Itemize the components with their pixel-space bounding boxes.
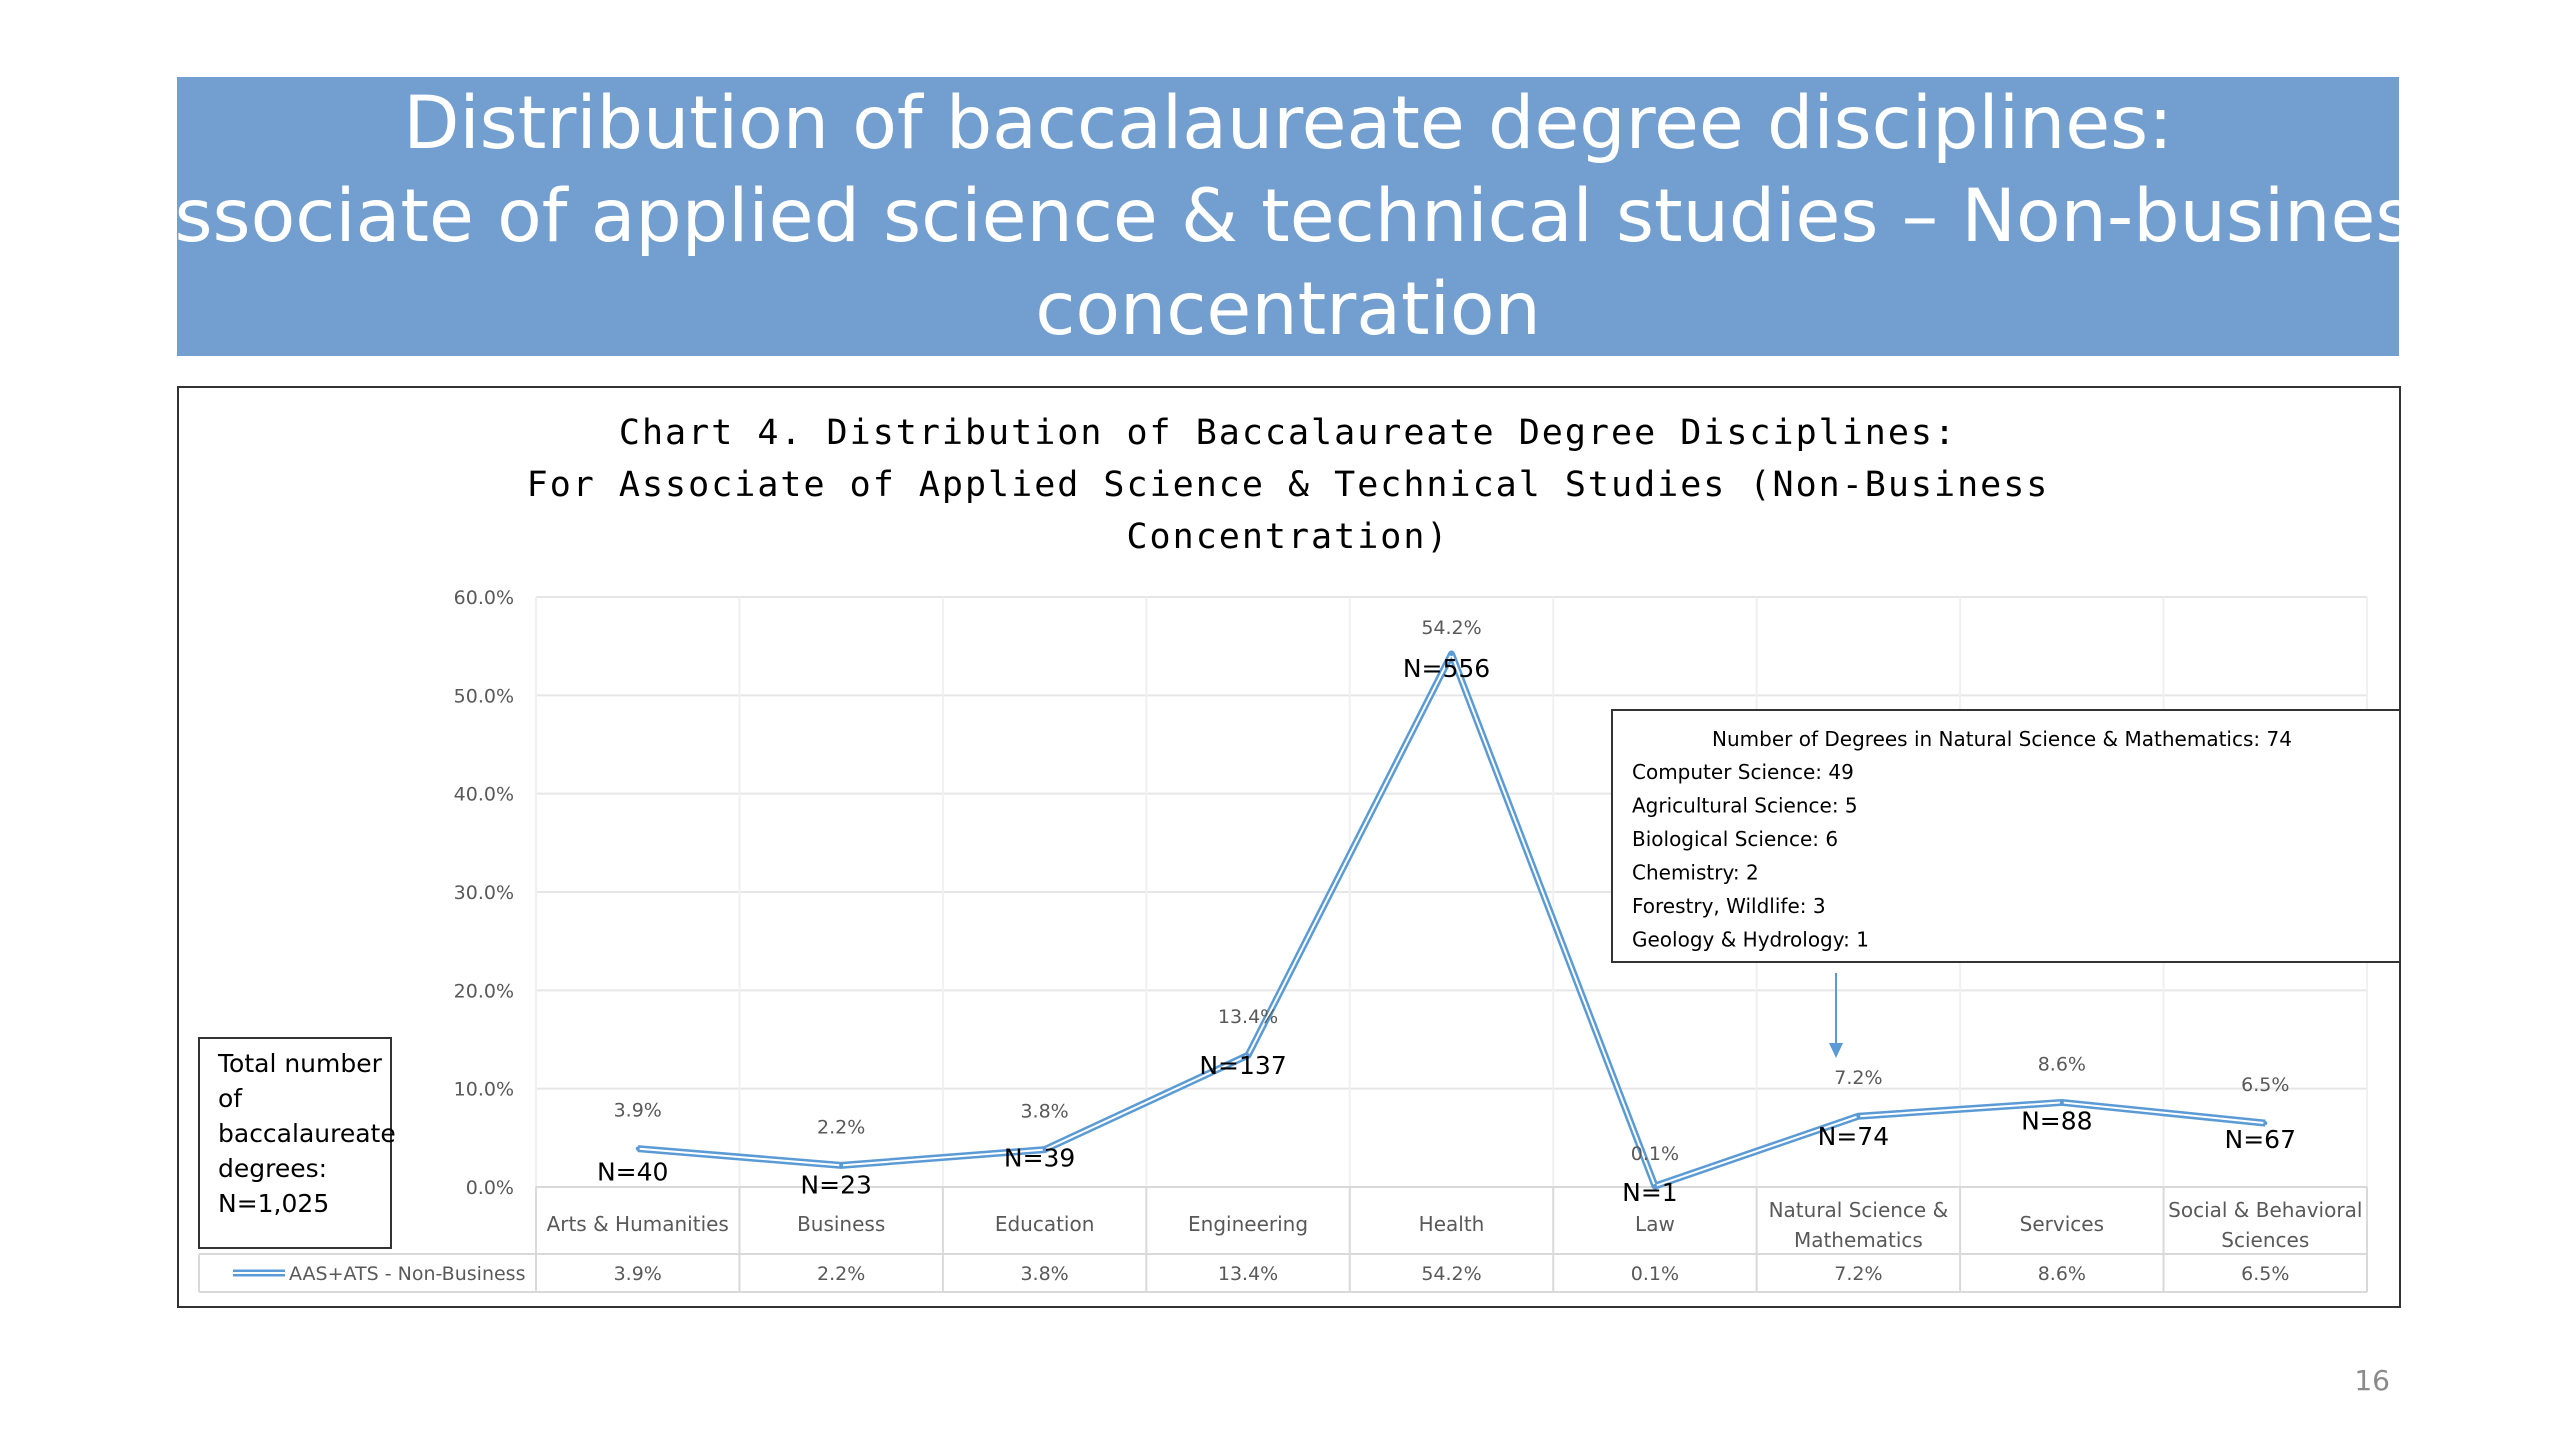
table-value-cell: 54.2%	[1421, 1263, 1481, 1285]
data-point	[1449, 652, 1454, 657]
data-count-label: N=67	[2225, 1125, 2296, 1154]
total-degrees-line: N=1,025	[218, 1189, 329, 1218]
table-value-cell: 8.6%	[2038, 1263, 2086, 1285]
y-tick-label: 0.0%	[466, 1177, 514, 1199]
data-count-label: N=556	[1403, 654, 1490, 683]
total-degrees-line: degrees:	[218, 1154, 327, 1183]
slide-title-line-1: Distribution of baccalaureate degree dis…	[403, 81, 2173, 166]
y-tick-label: 10.0%	[454, 1079, 514, 1101]
data-count-label: N=23	[800, 1170, 871, 1199]
x-category-label: Arts & Humanities	[547, 1212, 729, 1236]
data-count-label: N=88	[2021, 1106, 2092, 1135]
data-count-label: N=39	[1004, 1144, 1075, 1173]
natsci-breakdown-heading: Number of Degrees in Natural Science & M…	[1712, 727, 2292, 751]
table-value-cell: 6.5%	[2241, 1263, 2289, 1285]
x-category-label: Social & Behavioral	[2168, 1198, 2362, 1222]
data-value-label: 6.5%	[2241, 1074, 2289, 1096]
data-value-label: 54.2%	[1421, 617, 1481, 639]
data-value-label: 13.4%	[1218, 1006, 1278, 1028]
data-value-label: 8.6%	[2038, 1053, 2086, 1075]
natsci-breakdown-line: Computer Science: 49	[1632, 760, 1854, 784]
y-tick-label: 40.0%	[454, 784, 514, 806]
y-tick-label: 50.0%	[454, 685, 514, 707]
data-point	[1042, 1147, 1047, 1152]
data-value-label: 0.1%	[1631, 1143, 1679, 1165]
data-point	[839, 1163, 844, 1168]
natsci-breakdown-box	[1611, 709, 2399, 963]
data-count-label: N=74	[1818, 1122, 1889, 1151]
y-tick-label: 60.0%	[454, 587, 514, 609]
data-count-label: N=40	[597, 1158, 668, 1187]
x-category-label: Services	[2020, 1212, 2104, 1236]
data-point	[1856, 1114, 1861, 1119]
natsci-arrow-head	[1829, 1043, 1843, 1058]
x-category-label: Sciences	[2221, 1228, 2309, 1252]
chart-title-line-1: Chart 4. Distribution of Baccalaureate D…	[619, 413, 1957, 453]
data-point	[2059, 1100, 2064, 1105]
data-point	[1652, 1184, 1657, 1189]
x-category-label: Engineering	[1188, 1212, 1308, 1236]
x-category-label: Law	[1635, 1212, 1675, 1236]
x-category-label: Business	[797, 1212, 885, 1236]
x-category-label: Education	[995, 1212, 1095, 1236]
page-number: 16	[2354, 1364, 2390, 1397]
x-category-label: Health	[1419, 1212, 1485, 1236]
data-point	[2263, 1121, 2268, 1126]
chart-title-line-3: Concentration)	[1126, 517, 1449, 557]
total-degrees-line: of	[218, 1084, 243, 1113]
total-degrees-line: Total number	[217, 1049, 383, 1078]
natsci-breakdown-line: Forestry, Wildlife: 3	[1632, 894, 1826, 918]
y-tick-label: 20.0%	[454, 980, 514, 1002]
table-value-cell: 0.1%	[1631, 1263, 1679, 1285]
slide-title-line-3: concentration	[1035, 267, 1541, 352]
table-value-cell: 13.4%	[1218, 1263, 1278, 1285]
natsci-breakdown-line: Chemistry: 2	[1632, 861, 1759, 885]
x-category-label: Natural Science &	[1769, 1198, 1949, 1222]
total-degrees-line: baccalaureate	[218, 1119, 396, 1148]
natsci-breakdown-line: Geology & Hydrology: 1	[1632, 928, 1869, 952]
y-tick-label: 30.0%	[454, 882, 514, 904]
table-value-cell: 2.2%	[817, 1263, 865, 1285]
table-value-cell: 3.8%	[1020, 1263, 1068, 1285]
x-category-label: Mathematics	[1794, 1228, 1923, 1252]
data-point	[1246, 1053, 1251, 1058]
data-count-label: N=1	[1622, 1178, 1678, 1207]
table-value-cell: 7.2%	[1834, 1263, 1882, 1285]
data-count-label: N=137	[1199, 1051, 1286, 1080]
data-value-label: 2.2%	[817, 1116, 865, 1138]
slide-title-banner: Distribution of baccalaureate degree dis…	[125, 77, 2451, 356]
table-value-cell: 3.9%	[614, 1263, 662, 1285]
data-value-label: 3.9%	[614, 1100, 662, 1122]
natsci-breakdown-line: Agricultural Science: 5	[1632, 794, 1858, 818]
chart-frame: Chart 4. Distribution of Baccalaureate D…	[177, 386, 2401, 1308]
line-chart: Chart 4. Distribution of Baccalaureate D…	[198, 413, 2399, 1293]
slide-title-line-2: Associate of applied science & technical…	[124, 174, 2452, 259]
total-degrees-box	[198, 1037, 392, 1249]
data-point	[635, 1146, 640, 1151]
data-value-label: 7.2%	[1834, 1067, 1882, 1089]
data-value-label: 3.8%	[1020, 1101, 1068, 1123]
legend-series-name: AAS+ATS - Non-Business	[289, 1263, 525, 1285]
natsci-breakdown-line: Biological Science: 6	[1632, 827, 1838, 851]
chart-title-line-2: For Associate of Applied Science & Techn…	[527, 465, 2050, 505]
